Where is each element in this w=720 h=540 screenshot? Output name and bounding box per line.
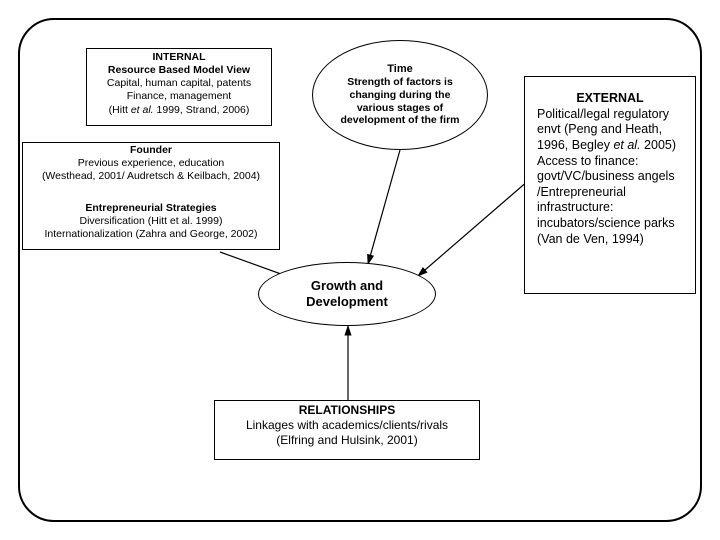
founder-line1: Previous experience, education <box>27 157 275 170</box>
relationships-line2: (Elfring and Hulsink, 2001) <box>219 433 475 448</box>
time-line2: changing during the <box>350 89 451 102</box>
time-line3: various stages of <box>357 102 443 115</box>
external-title: EXTERNAL <box>537 91 683 107</box>
external-body-b: et al. <box>613 138 640 152</box>
external-body-c: 2005) Access to finance: govt/VC/busines… <box>537 138 676 246</box>
internal-line1: Capital, human capital, patents <box>91 77 267 90</box>
growth-line1: Growth and <box>311 278 383 294</box>
time-title: Time <box>387 63 412 76</box>
relationships-title: RELATIONSHIPS <box>219 403 475 418</box>
strategies-box: Entrepreneurial Strategies Diversificati… <box>22 200 280 250</box>
external-box: EXTERNAL Political/legal regulatory envt… <box>524 76 696 294</box>
relationships-box: RELATIONSHIPS Linkages with academics/cl… <box>214 400 480 460</box>
strategies-line2: Internationalization (Zahra and George, … <box>27 228 275 241</box>
time-ellipse: Time Strength of factors is changing dur… <box>312 40 488 150</box>
strategies-title: Entrepreneurial Strategies <box>27 202 275 215</box>
internal-line3: (Hitt et al. 1999, Strand, 2006) <box>91 104 267 117</box>
founder-title: Founder <box>27 144 275 157</box>
internal-line2: Finance, management <box>91 90 267 103</box>
internal-title: INTERNAL <box>91 51 267 64</box>
time-line1: Strength of factors is <box>347 76 453 89</box>
founder-box: Founder Previous experience, education (… <box>22 142 280 192</box>
time-line4: development of the firm <box>340 114 459 127</box>
relationships-line1: Linkages with academics/clients/rivals <box>219 418 475 433</box>
internal-box: INTERNAL Resource Based Model View Capit… <box>86 48 272 126</box>
internal-subtitle: Resource Based Model View <box>91 64 267 77</box>
founder-line2: (Westhead, 2001/ Audretsch & Keilbach, 2… <box>27 170 275 183</box>
growth-line2: Development <box>306 294 388 310</box>
growth-ellipse: Growth and Development <box>258 262 436 326</box>
strategies-line1: Diversification (Hitt et al. 1999) <box>27 215 275 228</box>
